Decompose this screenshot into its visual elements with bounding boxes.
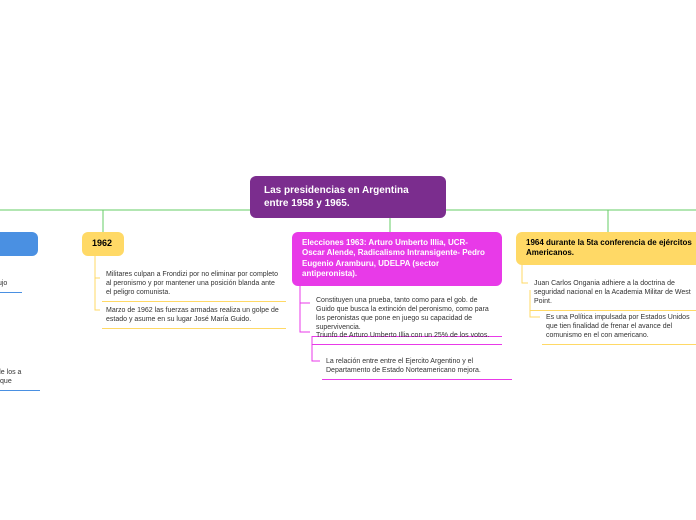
magenta-1963-leaf-3: La relación entre entre el Ejercito Arge…	[322, 355, 512, 380]
root-node[interactable]: Las presidencias en Argentina entre 1958…	[250, 176, 446, 218]
blue-branch-node[interactable]: e de	[0, 232, 38, 256]
magenta-1963-node[interactable]: Elecciones 1963: Arturo Umberto Illia, U…	[292, 232, 502, 286]
yellow-1964-node[interactable]: 1964 durante la 5ta conferencia de ejérc…	[516, 232, 696, 265]
yellow-1962-node[interactable]: 1962	[82, 232, 124, 256]
magenta-1963-leaf-2: Triunfo de Arturo Umberto Illia con un 2…	[312, 329, 502, 345]
blue-leaf-1: industrial produjo	[0, 277, 22, 293]
yellow-1964-leaf-2: Es una Política impulsada por Estados Un…	[542, 311, 696, 345]
yellow-1964-leaf-1: Juan Carlos Ongania adhiere a la doctrin…	[530, 277, 696, 311]
yellow-1962-leaf-1: Militares culpan a Frondizi por no elimi…	[102, 268, 286, 302]
blue-leaf-2: nas militares donde los a tienen mas pod…	[0, 366, 40, 391]
yellow-1962-leaf-2: Marzo de 1962 las fuerzas armadas realiz…	[102, 304, 286, 329]
